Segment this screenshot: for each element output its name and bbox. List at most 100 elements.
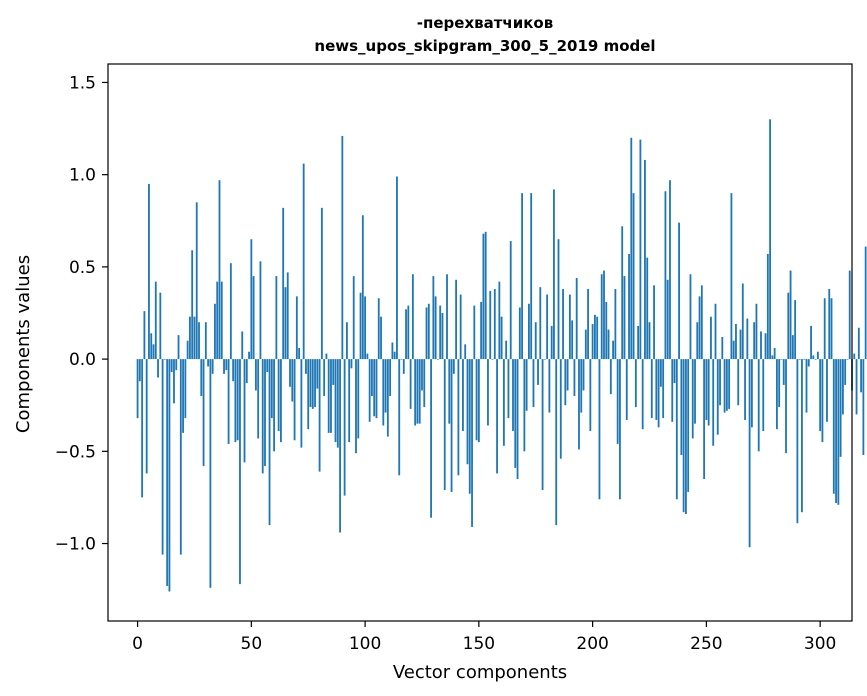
bar-54	[259, 261, 262, 360]
bar-275	[762, 359, 765, 432]
bar-196	[582, 359, 585, 391]
bar-84	[327, 359, 330, 433]
y-tick-label-4: 1.0	[69, 166, 96, 186]
bar-162	[505, 340, 508, 360]
bar-66	[286, 272, 289, 360]
bar-309	[839, 359, 842, 457]
bar-230	[659, 359, 662, 387]
bar-146	[468, 359, 471, 494]
bar-147	[471, 359, 473, 527]
bar-191	[571, 320, 574, 360]
bar-89	[339, 359, 341, 533]
bar-156	[491, 359, 494, 360]
bar-48	[245, 359, 248, 384]
bar-45	[239, 359, 241, 585]
plot-frame	[107, 63, 853, 622]
bar-100	[364, 296, 367, 360]
bar-159	[498, 281, 501, 360]
bar-199	[589, 359, 592, 432]
bar-238	[678, 222, 680, 360]
bar-142	[459, 294, 462, 360]
bar-260	[728, 359, 731, 409]
bar-235	[671, 359, 674, 422]
bar-178	[541, 359, 544, 491]
bar-289	[794, 300, 797, 360]
bar-195	[580, 359, 583, 413]
bar-302	[823, 298, 826, 360]
bar-135	[443, 359, 446, 491]
bar-246	[696, 322, 699, 360]
bar-83	[325, 353, 328, 360]
bar-34	[214, 303, 216, 360]
bar-295	[807, 359, 810, 367]
bar-184	[555, 359, 558, 526]
bar-74	[305, 359, 307, 374]
bar-222	[641, 359, 644, 430]
bar-282	[778, 359, 781, 408]
bar-310	[841, 359, 844, 415]
bar-137	[448, 359, 451, 424]
bar-316	[855, 359, 858, 415]
bar-301	[821, 359, 824, 443]
bar-273	[757, 359, 760, 452]
bar-38	[223, 359, 225, 374]
bar-143	[462, 359, 464, 432]
bar-91	[343, 359, 346, 496]
bar-219	[634, 359, 637, 408]
bar-307	[835, 359, 837, 503]
bar-217	[630, 137, 633, 360]
bar-32	[209, 359, 212, 588]
bar-39	[225, 359, 228, 371]
bar-187	[562, 289, 564, 360]
bar-29	[202, 359, 205, 467]
bar-225	[648, 322, 651, 360]
bar-224	[646, 257, 649, 360]
bar-103	[371, 359, 373, 396]
bar-140	[455, 279, 458, 360]
bar-278	[769, 119, 771, 360]
bar-61	[275, 276, 278, 360]
bar-87	[334, 359, 337, 443]
bar-1	[138, 359, 141, 382]
bar-205	[603, 270, 605, 360]
bar-220	[637, 325, 640, 360]
bar-170	[523, 359, 526, 452]
bar-253	[712, 359, 715, 446]
bar-97	[357, 359, 360, 439]
bar-12	[163, 359, 166, 360]
bar-114	[396, 176, 398, 360]
bar-226	[650, 359, 653, 419]
bar-285	[785, 359, 787, 454]
x-tick-label-4: 200	[576, 634, 608, 654]
bar-150	[477, 359, 480, 443]
bar-277	[766, 253, 769, 360]
bar-104	[373, 359, 376, 417]
bar-210	[614, 289, 617, 360]
y-tick-label-2: 0.0	[69, 350, 96, 370]
bar-10	[159, 292, 162, 360]
bar-271	[753, 322, 756, 360]
bar-175	[534, 322, 537, 360]
bar-4	[145, 359, 148, 474]
bar-113	[393, 351, 396, 360]
bar-127	[425, 307, 428, 360]
bar-251	[707, 359, 710, 426]
bar-18	[177, 335, 180, 360]
bar-58	[268, 359, 271, 526]
bar-121	[411, 274, 414, 360]
bar-122	[414, 359, 417, 426]
bar-86	[332, 359, 335, 385]
bar-95	[352, 276, 355, 360]
bar-263	[735, 324, 737, 360]
bar-158	[496, 359, 498, 474]
bar-216	[628, 253, 630, 360]
bar-77	[311, 359, 314, 409]
bar-49	[248, 351, 250, 360]
bar-291	[798, 359, 801, 360]
bar-93	[348, 359, 351, 443]
bar-98	[359, 292, 362, 360]
bar-35	[216, 281, 219, 360]
bar-283	[780, 359, 783, 360]
bar-138	[450, 359, 453, 492]
bar-101	[366, 353, 369, 360]
